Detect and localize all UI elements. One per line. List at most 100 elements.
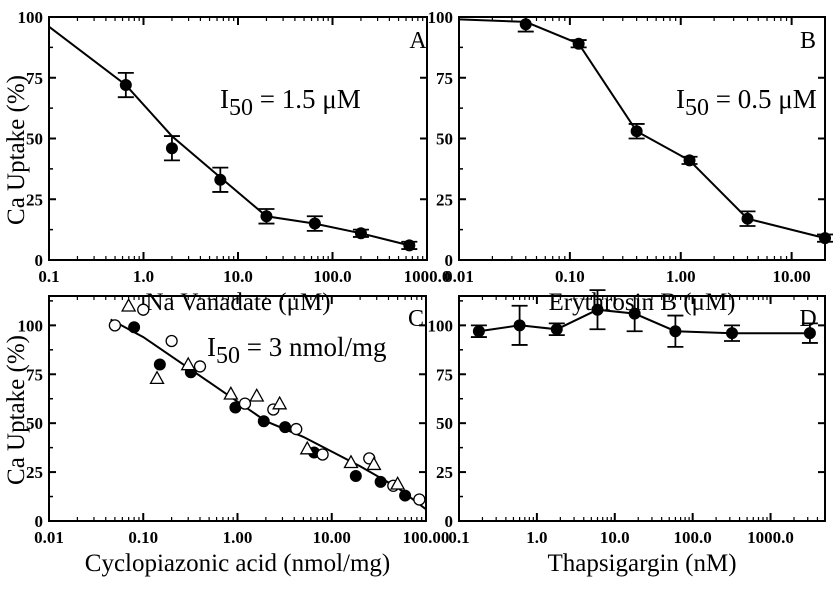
data-point-filled-circle (374, 475, 387, 488)
y-tick-label: 0 (445, 512, 454, 531)
x-tick-label: 1.0 (526, 528, 547, 547)
panel-letter: D (799, 306, 816, 332)
x-tick-label: 1.00 (666, 267, 696, 286)
x-tick-label: 0.1 (38, 267, 59, 286)
fit-curve (478, 308, 810, 335)
data-point-filled-circle (726, 327, 739, 340)
x-tick-label: 0.10 (555, 267, 585, 286)
data-point-filled-circle (403, 239, 416, 252)
y-axis-label: Ca Uptake (%) (3, 75, 30, 225)
panel-letter: C (408, 306, 424, 332)
panel-letter: B (800, 28, 816, 54)
data-point-filled-circle (399, 489, 412, 502)
plot-frame (458, 295, 826, 522)
panel-b: 0 25 50 75 100 0.01 0.10 1.00 10.00 Erythrosin B … (428, 8, 833, 316)
y-tick-label: 50 (436, 130, 453, 149)
y-tick-label: 75 (26, 365, 43, 384)
data-point-filled-circle (630, 125, 643, 138)
x-tick-label: 10.00 (772, 267, 810, 286)
data-point-open-circle (413, 493, 426, 506)
x-tick-label: 100.0 (674, 528, 712, 547)
x-axis-label: Cyclopiazonic acid (nmol/mg) (85, 550, 390, 577)
y-tick-label: 0 (35, 251, 44, 270)
data-point-filled-circle (214, 173, 227, 186)
y-tick-label: 100 (18, 8, 44, 27)
i50-annotation: I50 = 1.5 μM (220, 84, 361, 121)
data-point-open-triangle (121, 297, 137, 312)
data-point-open-triangle (149, 370, 165, 385)
y-tick-label: 25 (436, 190, 453, 209)
data-point-open-triangle (249, 387, 265, 402)
panel-letter: A (409, 28, 427, 54)
data-point-open-triangle (343, 454, 359, 469)
y-tick-label: 25 (26, 463, 43, 482)
data-point-filled-circle (308, 217, 321, 230)
data-point-open-circle (137, 303, 150, 316)
x-tick-label: 10.0 (223, 267, 253, 286)
i50-annotation: I50 = 0.5 μM (676, 84, 817, 121)
data-point-filled-circle (803, 327, 816, 340)
data-point-open-circle (193, 360, 207, 373)
y-tick-label: 75 (436, 365, 453, 384)
data-point-filled-circle (257, 415, 270, 428)
fit-curve (48, 25, 410, 247)
data-point-open-circle (165, 334, 178, 348)
x-tick-label: 0.01 (444, 267, 474, 286)
x-tick-label: 1000.0 (747, 528, 794, 547)
x-axis-label: Thapsigargin (nM) (547, 550, 736, 577)
data-point-open-triangle (390, 475, 406, 490)
x-tick-label: 0.1 (448, 528, 469, 547)
data-point-filled-circle (683, 154, 696, 167)
y-tick-label: 0 (445, 251, 454, 270)
y-tick-label: 25 (436, 463, 453, 482)
data-point-open-triangle (299, 440, 315, 455)
x-tick-label: 100.0 (313, 267, 351, 286)
data-point-filled-circle (513, 319, 526, 332)
y-tick-label: 50 (26, 414, 43, 433)
plot-frame (48, 16, 428, 261)
data-point-filled-circle (354, 227, 367, 240)
y-tick-label: 100 (428, 316, 454, 335)
data-point-filled-circle (472, 325, 485, 338)
data-point-filled-circle (669, 325, 682, 338)
y-tick-label: 50 (26, 130, 43, 149)
y-axis-label: Ca Uptake (%) (3, 335, 30, 485)
panel-d: 0 25 50 75 100 0.1 1.0 10.0 100.0 1000.0 Thapsigar… (428, 289, 826, 577)
data-point-filled-circle (128, 321, 141, 334)
data-point-open-triangle (180, 356, 196, 371)
data-point-filled-circle (550, 323, 563, 336)
data-point-open-circle (238, 397, 252, 410)
data-point-filled-circle (741, 212, 754, 225)
y-tick-label: 75 (26, 69, 43, 88)
x-tick-label: 10.00 (313, 528, 351, 547)
data-point-filled-circle (165, 142, 178, 155)
data-point-filled-circle (519, 18, 532, 31)
x-tick-label: 0.01 (34, 528, 64, 547)
data-point-open-triangle (366, 456, 382, 471)
x-tick-label: 1000.0 (404, 267, 451, 286)
data-point-filled-circle (349, 470, 362, 482)
x-tick-label: 0.10 (128, 528, 158, 547)
data-point-filled-circle (819, 232, 831, 245)
x-tick-label: 1.00 (223, 528, 253, 547)
data-point-filled-circle (119, 79, 132, 92)
x-axis-label: Erythrosin B (μM) (549, 289, 736, 316)
data-point-filled-circle (279, 421, 292, 434)
data-point-filled-circle (572, 37, 585, 50)
y-tick-label: 50 (436, 414, 453, 433)
i50-annotation: I50 = 3 nmol/mg (207, 332, 386, 369)
data-point-filled-circle (260, 210, 273, 223)
data-point-open-triangle (223, 385, 239, 400)
data-point-open-circle (316, 448, 329, 461)
y-tick-label: 25 (26, 190, 43, 209)
panel-c: 0 25 50 75 100 0.01 0.10 1.00 10.00 100.00 Cyclopi… (3, 295, 450, 577)
data-point-open-circle (290, 422, 303, 436)
x-tick-label: 1.0 (133, 267, 154, 286)
y-tick-label: 100 (18, 316, 44, 335)
x-tick-label: 100.00 (403, 528, 450, 547)
data-point-filled-circle (591, 303, 604, 316)
y-tick-label: 100 (428, 8, 454, 27)
data-point-filled-circle (153, 358, 166, 371)
